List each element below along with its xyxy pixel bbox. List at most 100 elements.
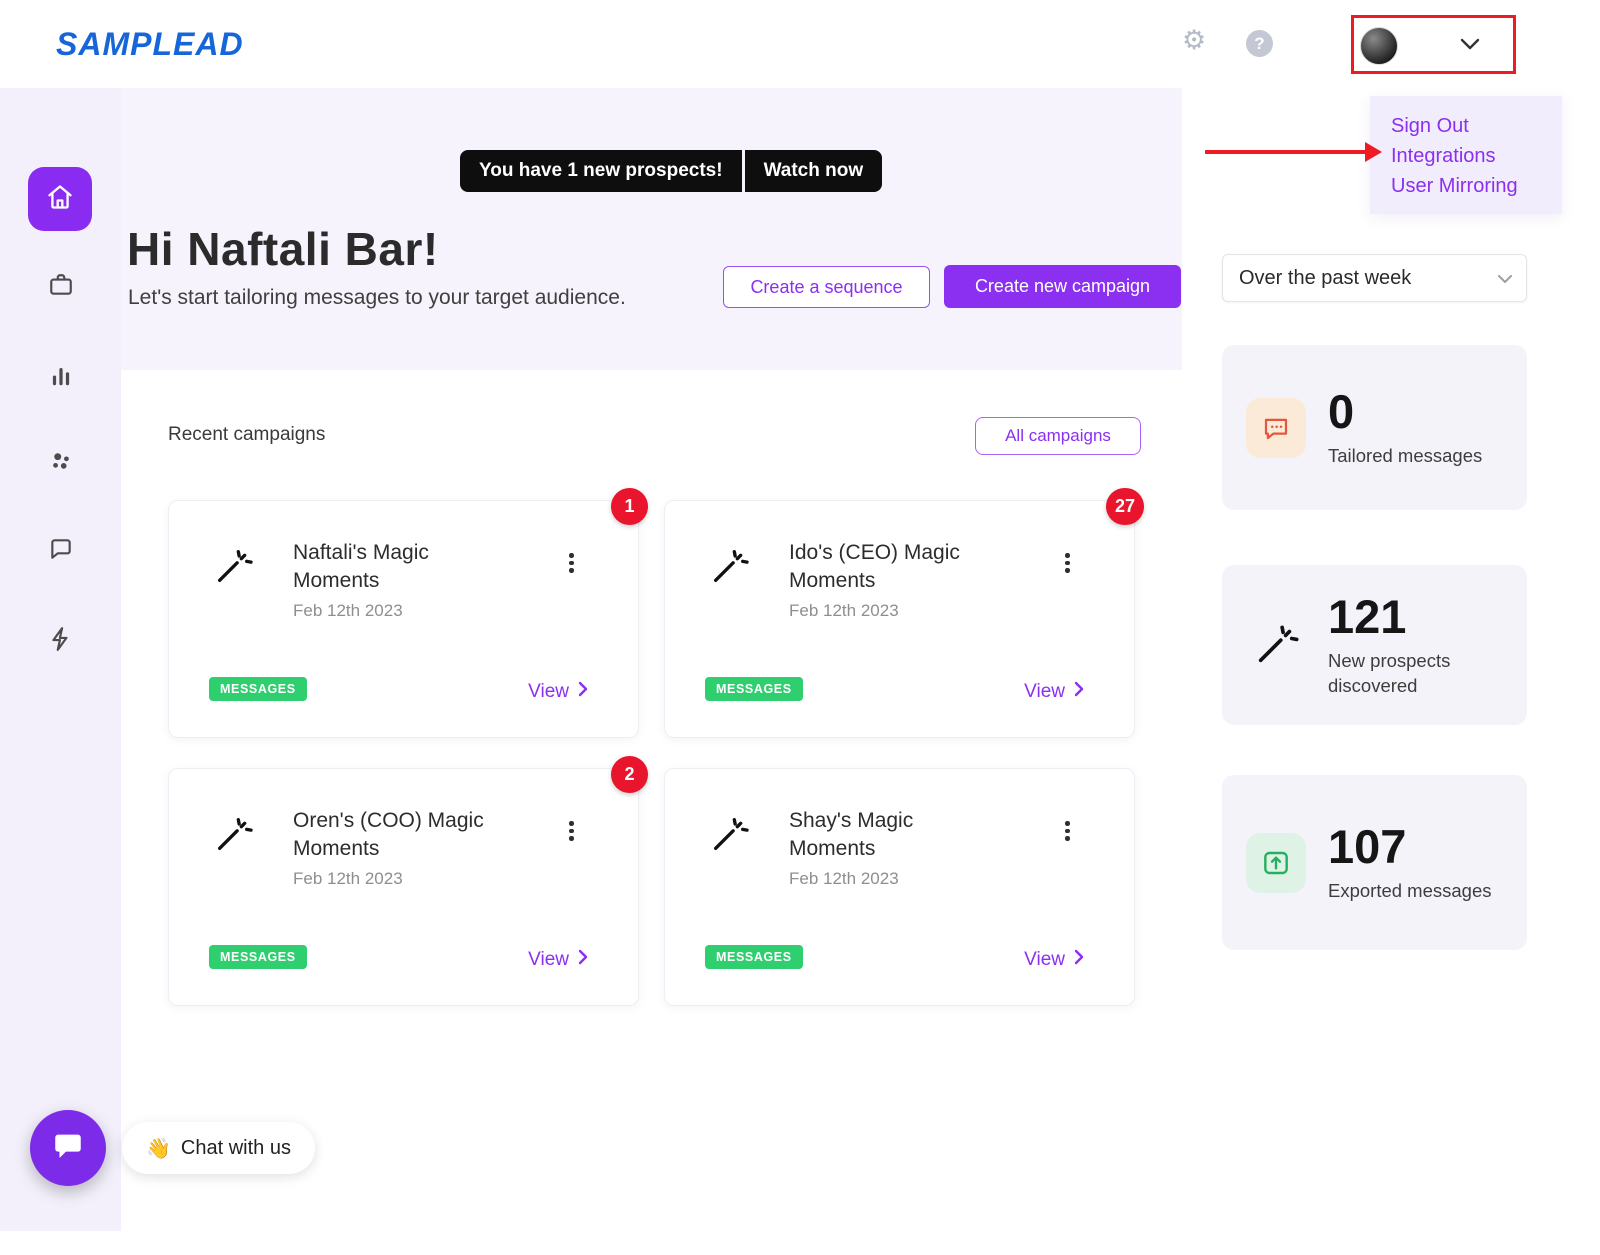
campaign-info: Shay's Magic Moments Feb 12th 2023 — [789, 807, 981, 889]
messages-tag: MESSAGES — [209, 945, 307, 969]
view-label: View — [528, 949, 569, 970]
banner-message: You have 1 new prospects! — [460, 150, 742, 192]
red-arrow-annotation — [1205, 150, 1367, 154]
sidebar-item-analytics[interactable] — [0, 362, 121, 393]
stat-value: 121 — [1328, 590, 1407, 644]
settings-gear-icon[interactable]: ⚙ — [1182, 25, 1207, 55]
stat-content: 0 Tailored messages — [1328, 386, 1482, 469]
chevron-right-icon — [1074, 949, 1084, 971]
account-dropdown-menu: Sign Out Integrations User Mirroring — [1370, 96, 1562, 214]
magic-wand-icon — [1246, 615, 1306, 675]
export-icon — [1246, 832, 1306, 893]
messages-tag: MESSAGES — [705, 945, 803, 969]
chat-bubble-icon — [1246, 397, 1306, 458]
chevron-right-icon — [578, 949, 588, 971]
stat-content: 107 Exported messages — [1328, 821, 1492, 904]
stat-content: 121 New prospects discovered — [1328, 591, 1500, 699]
prospects-banner: You have 1 new prospects! Watch now — [460, 150, 883, 192]
stat-card-exported-messages: 107 Exported messages — [1222, 775, 1527, 950]
campaign-title: Shay's Magic Moments — [789, 809, 914, 860]
stat-value: 0 — [1328, 385, 1355, 439]
magic-wand-icon — [709, 815, 749, 860]
view-label: View — [1024, 681, 1065, 702]
chat-with-us-button[interactable]: 👋 Chat with us — [122, 1122, 315, 1174]
sidebar-item-home[interactable] — [28, 167, 92, 231]
campaign-date: Feb 12th 2023 — [293, 601, 403, 621]
period-selector-value: Over the past week — [1239, 266, 1412, 289]
period-selector[interactable]: Over the past week — [1222, 254, 1527, 302]
stat-card-new-prospects: 121 New prospects discovered — [1222, 565, 1527, 725]
page-subtitle: Let's start tailoring messages to your t… — [128, 286, 626, 309]
chevron-down-icon[interactable] — [1460, 37, 1480, 55]
notification-badge: 1 — [611, 488, 648, 525]
campaign-card[interactable]: 27 Ido's (CEO) Magic Moments Feb 12th 20… — [664, 488, 1144, 738]
account-menu-button[interactable] — [1360, 22, 1510, 70]
bar-chart-icon — [48, 362, 74, 393]
samplead-logo[interactable]: SAMPLEAD — [56, 26, 244, 62]
campaign-info: Naftali's Magic Moments Feb 12th 2023 — [293, 539, 485, 621]
menu-item-sign-out[interactable]: Sign Out — [1391, 115, 1469, 137]
notification-badge: 2 — [611, 756, 648, 793]
sidebar-item-campaigns[interactable] — [0, 272, 121, 303]
sidebar-item-messages[interactable] — [0, 536, 121, 567]
all-campaigns-button[interactable]: All campaigns — [975, 417, 1141, 455]
magic-wand-icon — [213, 547, 253, 592]
view-link[interactable]: View — [528, 949, 588, 971]
campaign-title: Naftali's Magic Moments — [293, 541, 429, 592]
campaign-date: Feb 12th 2023 — [789, 601, 899, 621]
messages-tag: MESSAGES — [209, 677, 307, 701]
user-avatar[interactable] — [1360, 27, 1398, 65]
home-icon — [46, 183, 74, 216]
hero-background — [121, 88, 1182, 370]
view-link[interactable]: View — [1024, 681, 1084, 703]
chevron-right-icon — [578, 681, 588, 703]
chevron-right-icon — [1074, 681, 1084, 703]
view-label: View — [528, 681, 569, 702]
card-menu-button[interactable] — [561, 545, 582, 581]
campaign-title: Oren's (COO) Magic Moments — [293, 809, 484, 860]
stat-value: 107 — [1328, 820, 1407, 874]
stat-label: Exported messages — [1328, 879, 1492, 901]
left-sidebar — [0, 88, 121, 1231]
chat-launcher-button[interactable] — [30, 1110, 106, 1186]
campaign-card[interactable]: 2 Oren's (COO) Magic Moments Feb 12th 20… — [168, 756, 648, 1006]
card-menu-button[interactable] — [1057, 545, 1078, 581]
briefcase-icon — [48, 272, 74, 303]
campaign-card[interactable]: Shay's Magic Moments Feb 12th 2023 MESSA… — [664, 768, 1135, 1006]
watch-now-button[interactable]: Watch now — [744, 150, 883, 192]
campaign-date: Feb 12th 2023 — [789, 869, 899, 889]
campaign-info: Ido's (CEO) Magic Moments Feb 12th 2023 — [789, 539, 981, 621]
page-title: Hi Naftali Bar! — [127, 223, 439, 275]
create-campaign-button[interactable]: Create new campaign — [944, 265, 1181, 308]
menu-item-integrations[interactable]: Integrations — [1391, 145, 1496, 167]
magic-wand-icon — [709, 547, 749, 592]
wave-emoji: 👋 — [146, 1137, 171, 1160]
chat-with-us-label: Chat with us — [180, 1136, 291, 1159]
card-menu-button[interactable] — [561, 813, 582, 849]
view-label: View — [1024, 949, 1065, 970]
stat-label: New prospects discovered — [1328, 649, 1451, 696]
messages-tag: MESSAGES — [705, 677, 803, 701]
top-header: SAMPLEAD ⚙ ? — [0, 0, 1600, 88]
view-link[interactable]: View — [1024, 949, 1084, 971]
campaign-date: Feb 12th 2023 — [293, 869, 403, 889]
campaign-title: Ido's (CEO) Magic Moments — [789, 541, 960, 592]
chat-bubble-icon — [51, 1129, 85, 1168]
campaign-info: Oren's (COO) Magic Moments Feb 12th 2023 — [293, 807, 485, 889]
sidebar-item-automation[interactable] — [0, 626, 121, 657]
create-sequence-button[interactable]: Create a sequence — [723, 266, 930, 308]
chat-bubble-icon — [48, 536, 74, 567]
campaign-card[interactable]: 1 Naftali's Magic Moments Feb 12th 2023 … — [168, 488, 648, 738]
recent-campaigns-title: Recent campaigns — [168, 424, 326, 445]
help-icon[interactable]: ? — [1246, 30, 1273, 57]
magic-wand-icon — [213, 815, 253, 860]
stat-card-tailored-messages: 0 Tailored messages — [1222, 345, 1527, 510]
card-menu-button[interactable] — [1057, 813, 1078, 849]
sidebar-item-audience[interactable] — [0, 448, 121, 479]
stat-label: Tailored messages — [1328, 444, 1483, 466]
notification-badge: 27 — [1105, 488, 1144, 525]
menu-item-user-mirroring[interactable]: User Mirroring — [1391, 175, 1518, 197]
view-link[interactable]: View — [528, 681, 588, 703]
audience-dots-icon — [48, 448, 74, 479]
